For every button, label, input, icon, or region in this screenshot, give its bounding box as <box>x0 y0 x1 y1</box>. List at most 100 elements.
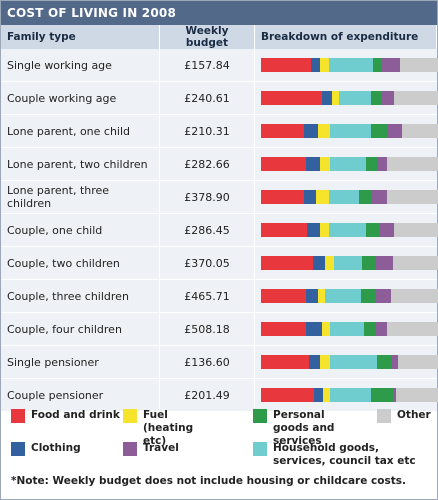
bar-segment-clothing <box>307 223 320 237</box>
stacked-bar <box>261 157 438 171</box>
table-row: Single working age £157.84 <box>1 49 438 82</box>
bar-segment-fuel-heating-etc <box>317 124 331 138</box>
bar-segment-travel <box>378 157 388 171</box>
family-type-cell: Couple, two children <box>1 246 160 280</box>
bar-segment-food-and-drink <box>261 355 310 369</box>
bar-segment-clothing <box>310 58 320 72</box>
weekly-budget-cell: £240.61 <box>159 81 255 115</box>
legend-label: Clothing <box>31 442 81 454</box>
bar-segment-other <box>399 58 438 72</box>
bar-segment-personal-goods-and-services <box>358 190 372 204</box>
bar-segment-personal-goods-and-services <box>364 322 375 336</box>
legend-item-personal-goods: Personal goods and services <box>253 409 357 448</box>
bar-segment-other <box>387 190 438 204</box>
bar-segment-food-and-drink <box>261 124 304 138</box>
chart-title: COST OF LIVING IN 2008 <box>1 1 437 25</box>
bar-segment-other <box>387 157 438 171</box>
bar-segment-travel <box>392 388 397 402</box>
bar-segment-clothing <box>303 190 317 204</box>
breakdown-cell <box>254 147 438 181</box>
bar-segment-food-and-drink <box>261 289 306 303</box>
table-row: Single pensioner £136.60 <box>1 345 438 379</box>
breakdown-cell <box>254 114 438 148</box>
legend-label: Other <box>397 409 431 421</box>
breakdown-cell <box>254 279 438 313</box>
table-row: Couple, three children £465.71 <box>1 279 438 313</box>
legend-label: Food and drink <box>31 409 120 421</box>
weekly-budget-cell: £378.90 <box>159 180 255 214</box>
bar-segment-fuel-heating-etc <box>316 190 329 204</box>
bar-segment-other <box>394 223 438 237</box>
legend-label: Household goods, services, council tax e… <box>273 442 416 467</box>
family-type-cell: Couple, one child <box>1 213 160 247</box>
family-type-cell: Couple, three children <box>1 279 160 313</box>
bar-segment-household-goods-services-council-tax-etc <box>325 289 361 303</box>
breakdown-cell <box>254 81 438 115</box>
bar-segment-fuel-heating-etc <box>319 58 329 72</box>
weekly-budget-cell: £370.05 <box>159 246 255 280</box>
bar-segment-travel <box>380 223 395 237</box>
bar-segment-other <box>394 91 438 105</box>
bar-segment-travel <box>382 58 400 72</box>
breakdown-cell <box>254 246 438 280</box>
bar-segment-travel <box>374 256 393 270</box>
bar-segment-personal-goods-and-services <box>371 124 388 138</box>
legend-label: Travel <box>143 442 179 454</box>
legend-item-household-goods: Household goods, services, council tax e… <box>253 442 431 468</box>
bar-segment-household-goods-services-council-tax-etc <box>339 91 372 105</box>
legend-item-other: Other <box>377 409 437 423</box>
bar-segment-clothing <box>303 124 318 138</box>
family-type-cell: Lone parent, two children <box>1 147 160 181</box>
expenditure-table: Family type Weekly budget Breakdown of e… <box>1 25 438 412</box>
bar-segment-food-and-drink <box>261 322 306 336</box>
bar-segment-travel <box>390 355 398 369</box>
bar-segment-fuel-heating-etc <box>332 91 340 105</box>
bar-segment-travel <box>374 289 391 303</box>
table-row: Couple, four children £508.18 <box>1 312 438 346</box>
family-type-cell: Couple, four children <box>1 312 160 346</box>
legend: Food and drink Fuel (heating etc) Person… <box>11 409 431 469</box>
family-type-cell: Single working age <box>1 49 160 82</box>
stacked-bar <box>261 58 438 72</box>
breakdown-cell <box>254 312 438 346</box>
bar-segment-clothing <box>314 388 324 402</box>
bar-segment-fuel-heating-etc <box>321 322 331 336</box>
table-row: Couple, one child £286.45 <box>1 213 438 247</box>
bar-segment-fuel-heating-etc <box>323 388 331 402</box>
bar-segment-personal-goods-and-services <box>376 355 391 369</box>
family-type-cell: Lone parent, one child <box>1 114 160 148</box>
legend-swatch-personal-goods <box>253 409 267 423</box>
bar-segment-travel <box>371 190 388 204</box>
weekly-budget-cell: £282.66 <box>159 147 255 181</box>
bar-segment-other <box>387 322 438 336</box>
bar-segment-fuel-heating-etc <box>319 223 329 237</box>
table-row: Lone parent, one child £210.31 <box>1 114 438 148</box>
legend-label: Fuel (heating etc) <box>143 409 194 447</box>
legend-item-food-and-drink: Food and drink <box>11 409 121 423</box>
footnote: *Note: Weekly budget does not include ho… <box>11 475 406 487</box>
bar-segment-clothing <box>321 91 333 105</box>
bar-segment-household-goods-services-council-tax-etc <box>330 157 366 171</box>
breakdown-cell <box>254 49 438 82</box>
bar-segment-travel <box>387 124 402 138</box>
stacked-bar <box>261 355 438 369</box>
stacked-bar <box>261 190 438 204</box>
bar-segment-household-goods-services-council-tax-etc <box>328 58 374 72</box>
bar-segment-clothing <box>305 157 320 171</box>
bar-segment-clothing <box>305 322 322 336</box>
bar-segment-personal-goods-and-services <box>362 256 375 270</box>
legend-label: Personal goods and services <box>273 409 335 447</box>
bar-segment-household-goods-services-council-tax-etc <box>330 124 372 138</box>
bar-segment-food-and-drink <box>261 157 306 171</box>
legend-item-fuel: Fuel (heating etc) <box>123 409 215 448</box>
legend-swatch-food-and-drink <box>11 409 25 423</box>
bar-segment-household-goods-services-council-tax-etc <box>328 223 366 237</box>
legend-item-clothing: Clothing <box>11 442 121 456</box>
bar-segment-other <box>401 124 438 138</box>
bar-segment-personal-goods-and-services <box>371 91 382 105</box>
bar-segment-personal-goods-and-services <box>365 223 381 237</box>
weekly-budget-cell: £465.71 <box>159 279 255 313</box>
weekly-budget-cell: £201.49 <box>159 378 255 412</box>
family-type-cell: Single pensioner <box>1 345 160 379</box>
